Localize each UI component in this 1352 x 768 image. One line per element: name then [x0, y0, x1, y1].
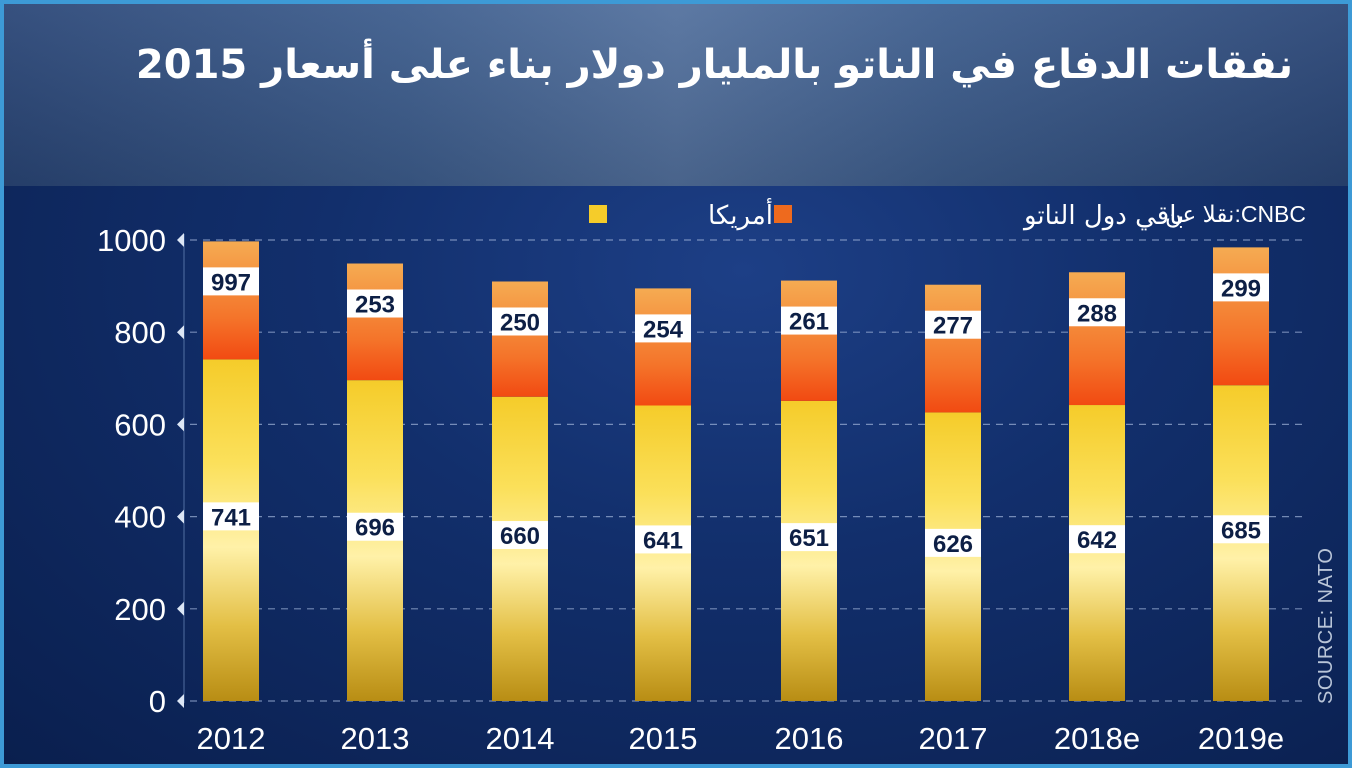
value-label-usa-box	[203, 502, 259, 531]
value-label-usa: 696	[355, 515, 395, 542]
bar-nato	[1069, 272, 1125, 406]
value-label-usa: 741	[211, 504, 251, 531]
x-tick-label: 2017	[919, 721, 988, 756]
value-label-usa-box	[347, 512, 403, 541]
y-tick-marker	[177, 325, 184, 340]
value-label-nato: 261	[789, 309, 829, 336]
bar-nato	[925, 284, 981, 413]
value-label-usa-box	[492, 521, 548, 550]
x-tick-label: 2019e	[1198, 721, 1284, 756]
x-tick-label: 2014	[486, 721, 555, 756]
value-label-nato: 299	[1221, 275, 1261, 302]
value-label-nato: 253	[355, 292, 395, 319]
x-tick-label: 2018e	[1054, 721, 1140, 756]
value-label-usa-box	[635, 525, 691, 554]
y-tick-label: 400	[114, 500, 166, 535]
value-label-nato: 250	[500, 309, 540, 336]
chart-svg: 0 200 400 600 800 1000 741 997 696 253 660 250 641 2…	[97, 197, 1337, 756]
value-label-nato-box	[347, 289, 403, 318]
x-axis-labels: 2012 2013 2014 2015 2016 2017 2018e 2019e	[197, 721, 1285, 756]
value-label-usa-box	[925, 528, 981, 557]
bar-nato	[203, 241, 259, 360]
bar-nato	[781, 280, 837, 401]
y-tick-label: 800	[114, 315, 166, 350]
y-axis: 0 200 400 600 800 1000	[97, 223, 185, 719]
credit-text: نقلا عن:CNBC	[1165, 201, 1306, 228]
x-tick-label: 2013	[341, 721, 410, 756]
value-label-nato: 997	[211, 269, 251, 296]
value-label-usa-box	[1069, 525, 1125, 554]
value-label-usa: 660	[500, 523, 540, 550]
bar-value-labels: 741 997 696 253 660 250 641 254 651 261 626 277 642 2…	[203, 267, 1269, 558]
bar-nato	[635, 288, 691, 406]
y-tick-marker	[177, 509, 184, 524]
value-label-nato-box	[492, 307, 548, 336]
value-label-nato-box	[781, 306, 837, 335]
y-tick-marker	[177, 694, 184, 708]
value-label-usa: 651	[789, 525, 829, 552]
y-tick-marker	[177, 601, 184, 616]
value-label-usa: 641	[643, 527, 683, 554]
y-tick-marker	[177, 417, 184, 432]
chart-title: نفقات الدفاع في الناتو بالمليار دولار بن…	[135, 42, 1293, 88]
x-tick-label: 2012	[197, 721, 266, 756]
x-tick-label: 2016	[775, 721, 844, 756]
y-tick-label: 1000	[97, 223, 166, 258]
y-tick-label: 0	[149, 684, 166, 719]
legend-label-nato: باقي دول الناتو	[1022, 201, 1184, 231]
bar-nato	[492, 281, 548, 397]
value-label-nato-box	[1069, 298, 1125, 327]
value-label-nato: 254	[643, 316, 684, 343]
value-label-nato-box	[1213, 273, 1269, 302]
y-tick-label: 200	[114, 592, 166, 627]
y-tick-marker	[177, 233, 184, 247]
value-label-nato-box	[635, 314, 691, 343]
value-label-nato-box	[203, 267, 259, 296]
value-label-usa: 642	[1077, 527, 1117, 554]
value-label-nato: 288	[1077, 300, 1117, 327]
value-label-nato-box	[925, 310, 981, 339]
value-label-usa-box	[781, 523, 837, 552]
value-label-usa: 626	[933, 531, 973, 558]
y-tick-label: 600	[114, 407, 166, 442]
legend-swatch-usa	[589, 205, 607, 223]
legend-label-usa: أمريكا	[708, 197, 773, 231]
source-note: SOURCE: NATO	[1315, 548, 1337, 704]
value-label-usa: 685	[1221, 517, 1261, 544]
title-banner: نفقات الدفاع في الناتو بالمليار دولار بن…	[4, 4, 1348, 186]
bar-nato	[1213, 247, 1269, 386]
bar-nato	[347, 263, 403, 381]
legend-swatch-nato	[774, 205, 792, 223]
legend: أمريكا باقي دول الناتو	[589, 197, 1184, 231]
value-label-nato: 277	[933, 313, 973, 340]
x-tick-label: 2015	[629, 721, 698, 756]
value-label-usa-box	[1213, 515, 1269, 544]
